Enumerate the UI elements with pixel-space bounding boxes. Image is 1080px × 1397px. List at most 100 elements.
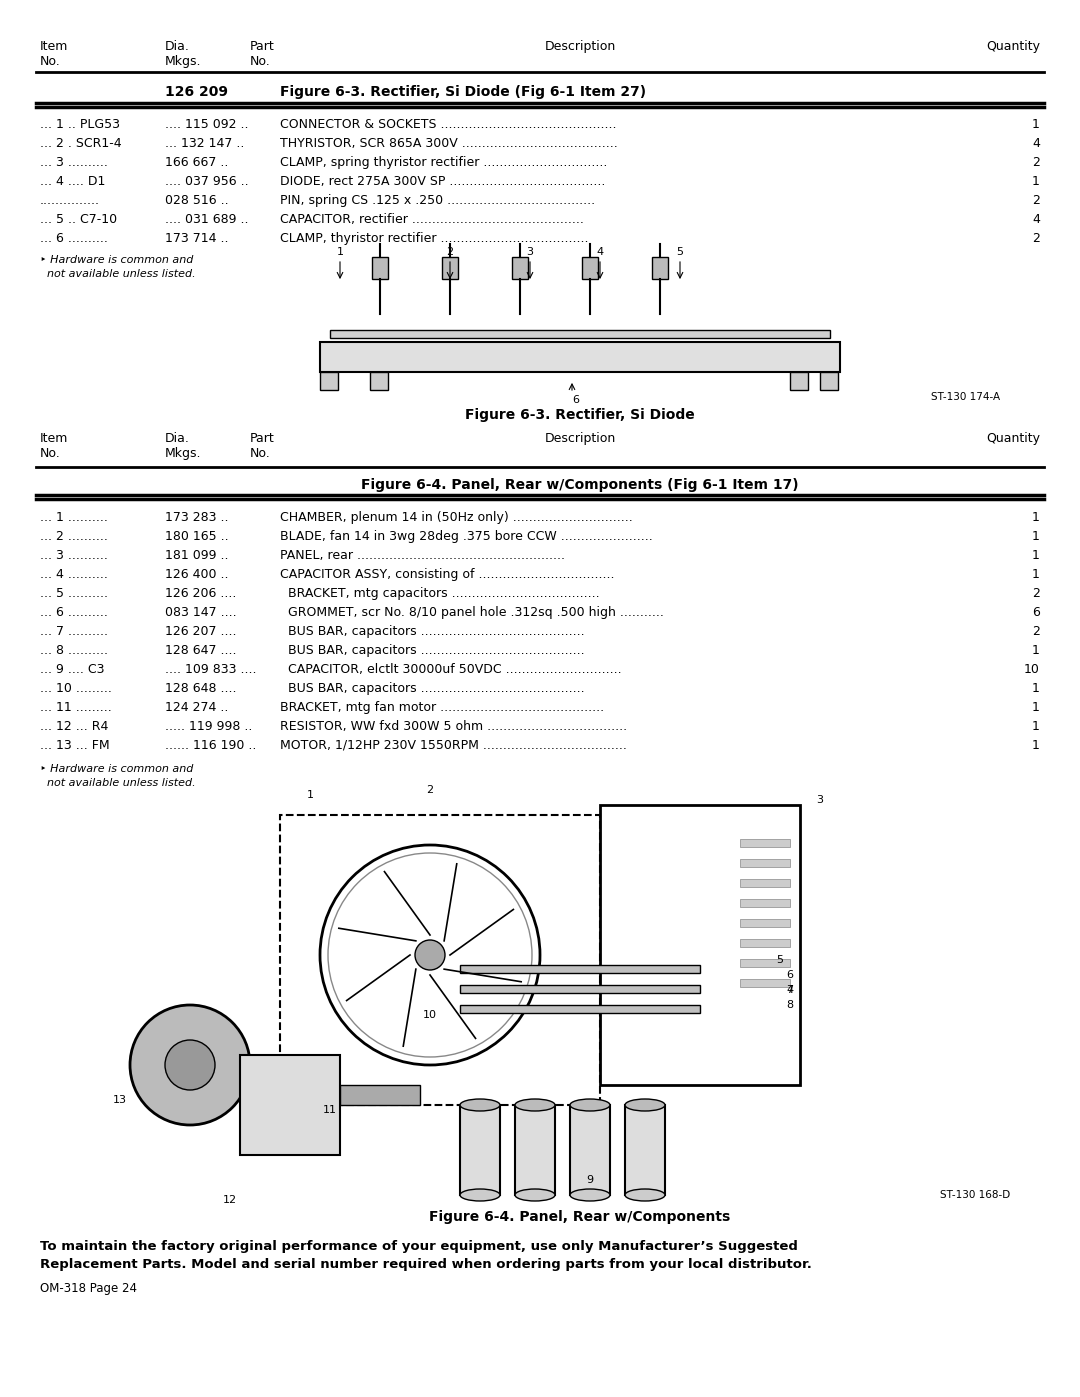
Text: Figure 6-4. Panel, Rear w/Components (Fig 6-1 Item 17): Figure 6-4. Panel, Rear w/Components (Fi…	[361, 478, 799, 492]
Bar	[740, 900, 789, 907]
Text: not available unless listed.: not available unless listed.	[40, 778, 195, 788]
Ellipse shape	[570, 1189, 610, 1201]
Text: 126 206 ....: 126 206 ....	[165, 587, 237, 599]
Bar	[789, 372, 808, 390]
Text: Dia.: Dia.	[165, 432, 190, 446]
Text: 1: 1	[1032, 644, 1040, 657]
Text: BRACKET, mtg fan motor .........................................: BRACKET, mtg fan motor .................…	[280, 701, 604, 714]
Bar	[460, 1105, 500, 1194]
Bar	[515, 1105, 555, 1194]
Text: Mkgs.: Mkgs.	[165, 54, 202, 68]
Text: 166 667 ..: 166 667 ..	[165, 156, 228, 169]
Bar	[240, 1055, 340, 1155]
Text: ... 10 .........: ... 10 .........	[40, 682, 112, 694]
Text: ‣ Hardware is common and: ‣ Hardware is common and	[40, 764, 193, 774]
Bar	[370, 372, 388, 390]
Text: 10: 10	[1024, 664, 1040, 676]
Circle shape	[165, 1039, 215, 1090]
Text: To maintain the factory original performance of your equipment, use only Manufac: To maintain the factory original perform…	[40, 1241, 798, 1253]
Text: 180 165 ..: 180 165 ..	[165, 529, 229, 543]
Bar	[740, 859, 789, 868]
Text: 6: 6	[1032, 606, 1040, 619]
Text: 5: 5	[777, 956, 783, 965]
Text: .... 109 833 ....: .... 109 833 ....	[165, 664, 257, 676]
Text: Item: Item	[40, 41, 68, 53]
Bar	[460, 1004, 700, 1013]
Bar	[740, 840, 789, 847]
Text: ... 7 ..........: ... 7 ..........	[40, 624, 108, 638]
Text: 1: 1	[1032, 549, 1040, 562]
Text: ... 13 ... FM: ... 13 ... FM	[40, 739, 110, 752]
Text: ‣ Hardware is common and: ‣ Hardware is common and	[40, 256, 193, 265]
Circle shape	[415, 940, 445, 970]
Text: 6: 6	[786, 970, 794, 981]
Bar	[442, 257, 458, 279]
Text: 2: 2	[1032, 587, 1040, 599]
Text: 13: 13	[113, 1095, 127, 1105]
Text: Part: Part	[249, 432, 274, 446]
Text: Dia.: Dia.	[165, 41, 190, 53]
Bar	[330, 330, 831, 338]
Text: not available unless listed.: not available unless listed.	[40, 270, 195, 279]
Text: 128 647 ....: 128 647 ....	[165, 644, 237, 657]
Text: 8: 8	[786, 1000, 794, 1010]
Text: 1: 1	[1032, 175, 1040, 189]
Text: Replacement Parts. Model and serial number required when ordering parts from you: Replacement Parts. Model and serial numb…	[40, 1259, 812, 1271]
Circle shape	[328, 854, 532, 1058]
Text: 173 714 ..: 173 714 ..	[165, 232, 229, 244]
Text: ST-130 174-A: ST-130 174-A	[931, 393, 1000, 402]
Text: ... 3 ..........: ... 3 ..........	[40, 156, 108, 169]
Bar	[740, 919, 789, 928]
Text: 1: 1	[1032, 739, 1040, 752]
Bar	[820, 372, 838, 390]
Bar	[460, 985, 700, 993]
Bar	[570, 1105, 610, 1194]
Text: 5: 5	[676, 247, 684, 257]
Circle shape	[320, 845, 540, 1065]
Text: 3: 3	[816, 795, 824, 805]
Text: 4: 4	[786, 985, 794, 995]
Text: Description: Description	[544, 432, 616, 446]
Text: 126 207 ....: 126 207 ....	[165, 624, 237, 638]
Text: Mkgs.: Mkgs.	[165, 447, 202, 460]
Text: BUS BAR, capacitors .........................................: BUS BAR, capacitors ....................…	[280, 624, 584, 638]
Text: ... 2 . SCR1-4: ... 2 . SCR1-4	[40, 137, 122, 149]
Text: 2: 2	[427, 785, 433, 795]
Bar	[652, 257, 669, 279]
Text: Part: Part	[249, 41, 274, 53]
Text: Figure 6-3. Rectifier, Si Diode: Figure 6-3. Rectifier, Si Diode	[465, 408, 694, 422]
Bar	[740, 958, 789, 967]
Text: ..... 119 998 ..: ..... 119 998 ..	[165, 719, 253, 733]
Text: CLAMP, thyristor rectifier .....................................: CLAMP, thyristor rectifier .............…	[280, 232, 589, 244]
Ellipse shape	[625, 1189, 665, 1201]
Text: 128 648 ....: 128 648 ....	[165, 682, 237, 694]
Text: RESISTOR, WW fxd 300W 5 ohm ...................................: RESISTOR, WW fxd 300W 5 ohm ............…	[280, 719, 627, 733]
Bar	[372, 257, 388, 279]
Text: BRACKET, mtg capacitors .....................................: BRACKET, mtg capacitors ................…	[280, 587, 599, 599]
Text: ... 5 .. C7-10: ... 5 .. C7-10	[40, 212, 117, 226]
Text: BLADE, fan 14 in 3wg 28deg .375 bore CCW .......................: BLADE, fan 14 in 3wg 28deg .375 bore CCW…	[280, 529, 652, 543]
Text: 1: 1	[337, 247, 343, 257]
Text: Figure 6-4. Panel, Rear w/Components: Figure 6-4. Panel, Rear w/Components	[430, 1210, 731, 1224]
Ellipse shape	[570, 1099, 610, 1111]
Text: 1: 1	[1032, 117, 1040, 131]
Text: ... 9 .... C3: ... 9 .... C3	[40, 664, 105, 676]
Bar	[320, 342, 840, 372]
Bar	[280, 814, 600, 1105]
Text: No.: No.	[249, 447, 271, 460]
Text: 126 209: 126 209	[165, 85, 228, 99]
Text: BUS BAR, capacitors .........................................: BUS BAR, capacitors ....................…	[280, 644, 584, 657]
Text: ... 1 .. PLG53: ... 1 .. PLG53	[40, 117, 120, 131]
Bar	[625, 1105, 665, 1194]
Text: CONNECTOR & SOCKETS ............................................: CONNECTOR & SOCKETS ....................…	[280, 117, 617, 131]
Text: GROMMET, scr No. 8/10 panel hole .312sq .500 high ...........: GROMMET, scr No. 8/10 panel hole .312sq …	[280, 606, 664, 619]
Bar	[340, 1085, 420, 1105]
Text: 1: 1	[1032, 682, 1040, 694]
Text: OM-318 Page 24: OM-318 Page 24	[40, 1282, 137, 1295]
Text: 126 400 ..: 126 400 ..	[165, 569, 229, 581]
Text: 4: 4	[1032, 137, 1040, 149]
Text: PANEL, rear ....................................................: PANEL, rear ............................…	[280, 549, 565, 562]
Text: 9: 9	[586, 1175, 594, 1185]
Ellipse shape	[460, 1099, 500, 1111]
Ellipse shape	[460, 1189, 500, 1201]
